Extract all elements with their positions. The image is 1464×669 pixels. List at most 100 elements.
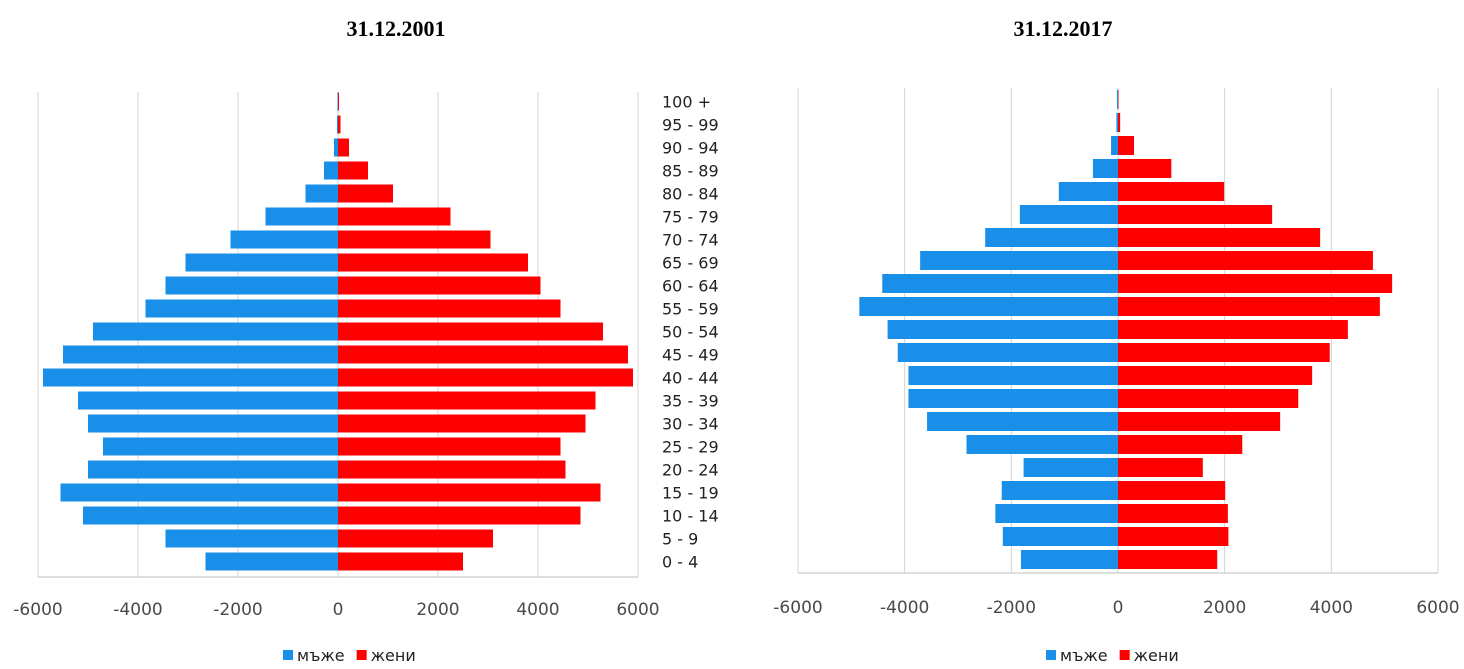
- age-group-label: 30 - 34: [662, 415, 719, 434]
- bar-male: [1023, 458, 1118, 477]
- bar-female: [1118, 274, 1393, 293]
- bar-female: [338, 207, 451, 226]
- x-tick-label: 0: [333, 600, 344, 620]
- bar-female: [338, 115, 341, 134]
- bar-male: [337, 92, 338, 111]
- age-group-label: 90 - 94: [662, 139, 719, 158]
- bar-female: [338, 460, 566, 479]
- bar-female: [338, 322, 603, 341]
- bar-male: [920, 251, 1118, 270]
- x-tick-label: -4000: [113, 600, 162, 620]
- bar-female: [338, 483, 601, 502]
- bar-female: [1118, 251, 1373, 270]
- bar-male: [1092, 159, 1118, 178]
- bar-male: [165, 529, 338, 548]
- age-group-label: 75 - 79: [662, 208, 719, 227]
- bar-male: [1058, 182, 1118, 201]
- bar-male: [985, 228, 1118, 247]
- bar-male: [230, 230, 338, 249]
- x-tick-label: 6000: [616, 600, 659, 620]
- bar-female: [338, 529, 493, 548]
- bar-male: [1002, 527, 1118, 546]
- x-tick-label: 6000: [1416, 598, 1459, 618]
- age-group-label: 85 - 89: [662, 162, 719, 181]
- x-tick-label: 0: [1113, 598, 1124, 618]
- bar-female: [338, 276, 541, 295]
- x-tick-label: -6000: [773, 598, 822, 618]
- bar-male: [995, 504, 1118, 523]
- age-group-label: 40 - 44: [662, 369, 719, 388]
- bar-male: [859, 297, 1118, 316]
- bar-female: [338, 253, 528, 272]
- bar-female: [1118, 113, 1121, 132]
- age-group-label: 80 - 84: [662, 185, 719, 204]
- bar-male: [1111, 136, 1118, 155]
- bar-female: [338, 230, 491, 249]
- bar-male: [882, 274, 1118, 293]
- bar-male: [83, 506, 338, 525]
- legend-label: жени: [1134, 646, 1179, 665]
- bar-female: [1118, 90, 1119, 109]
- pyramid-chart-0: -6000 -4000 -2000 0 2000 4000 6000 0 - 4 5 - 9 10…: [13, 92, 719, 665]
- bar-female: [1118, 550, 1218, 569]
- bar-male: [887, 320, 1118, 339]
- bar-female: [338, 92, 339, 111]
- bar-female: [1118, 297, 1380, 316]
- bar-female: [1118, 527, 1229, 546]
- bar-male: [145, 299, 338, 318]
- bar-female: [1118, 458, 1203, 477]
- bar-male: [88, 414, 338, 433]
- age-group-label: 50 - 54: [662, 323, 719, 342]
- age-group-label: 55 - 59: [662, 300, 719, 319]
- age-group-label: 10 - 14: [662, 507, 719, 526]
- bar-female: [1118, 435, 1243, 454]
- x-tick-label: -6000: [13, 600, 62, 620]
- bar-female: [1118, 228, 1321, 247]
- bar-female: [1118, 320, 1348, 339]
- x-tick-label: -2000: [213, 600, 262, 620]
- x-tick-label: -4000: [880, 598, 929, 618]
- bar-female: [1118, 159, 1172, 178]
- pyramid-chart-1: -6000 -4000 -2000 0 2000 4000 6000 мъже жени: [773, 88, 1460, 665]
- age-group-label: 70 - 74: [662, 231, 719, 250]
- bar-male: [165, 276, 338, 295]
- age-group-label: 95 - 99: [662, 116, 719, 135]
- bar-male: [927, 412, 1118, 431]
- legend-swatch: [356, 650, 367, 660]
- bar-female: [338, 345, 628, 364]
- bar-male: [1116, 90, 1118, 109]
- bar-female: [338, 161, 368, 180]
- bar-female: [1118, 136, 1134, 155]
- x-tick-label: 4000: [1310, 598, 1353, 618]
- bar-male: [324, 161, 338, 180]
- age-group-label: 100 +: [662, 93, 711, 112]
- bar-male: [93, 322, 338, 341]
- bar-male: [1001, 481, 1118, 500]
- bar-female: [338, 299, 561, 318]
- legend-label: мъже: [297, 646, 345, 665]
- x-tick-label: 4000: [516, 600, 559, 620]
- bar-male: [103, 437, 338, 456]
- bar-male: [897, 343, 1118, 362]
- bar-female: [1118, 205, 1273, 224]
- age-group-label: 0 - 4: [662, 553, 698, 572]
- age-group-label: 25 - 29: [662, 438, 719, 457]
- chart-title-2001: 31.12.2001: [346, 16, 446, 41]
- bar-female: [338, 414, 586, 433]
- legend-label: мъже: [1060, 646, 1108, 665]
- bar-female: [1118, 481, 1226, 500]
- bar-female: [338, 437, 561, 456]
- bar-male: [205, 552, 338, 571]
- age-group-label: 65 - 69: [662, 254, 719, 273]
- legend-swatch: [283, 650, 293, 660]
- bar-female: [338, 506, 581, 525]
- bar-male: [337, 115, 338, 134]
- age-group-label: 15 - 19: [662, 484, 719, 503]
- bar-male: [1019, 205, 1118, 224]
- bar-male: [43, 368, 338, 387]
- bar-female: [1118, 412, 1281, 431]
- bar-female: [338, 552, 463, 571]
- chart-title-2017: 31.12.2017: [1013, 16, 1113, 41]
- bar-male: [1020, 550, 1118, 569]
